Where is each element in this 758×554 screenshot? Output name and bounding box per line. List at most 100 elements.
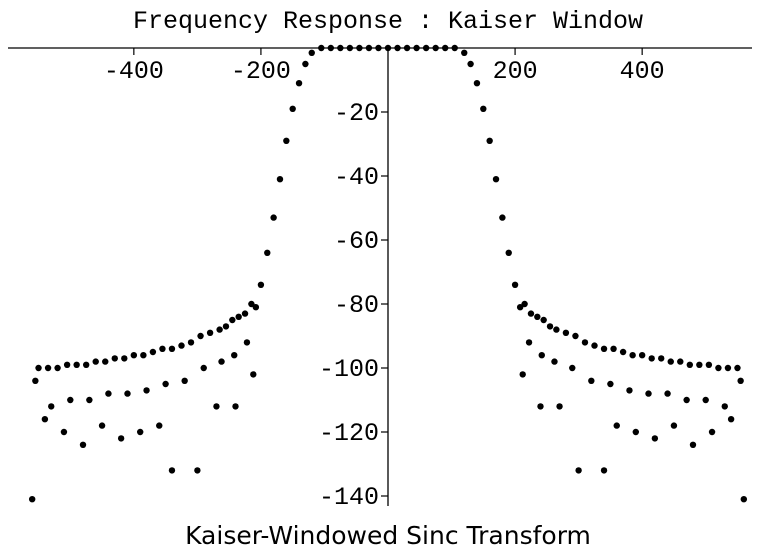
data-point (705, 361, 713, 368)
data-point (394, 44, 401, 52)
data-point (48, 403, 55, 410)
data-point (35, 364, 42, 372)
data-point (32, 377, 39, 384)
data-point (232, 403, 239, 410)
data-point (82, 361, 90, 368)
data-point (117, 435, 125, 442)
data-point (337, 44, 344, 52)
data-point (162, 380, 169, 388)
data-point (92, 358, 99, 365)
data-point (250, 371, 257, 378)
data-point (670, 422, 678, 429)
data-point (632, 428, 640, 436)
data-point (276, 176, 284, 183)
data-point (724, 364, 732, 372)
data-point (607, 380, 614, 388)
data-point (257, 281, 265, 288)
data-point (105, 390, 112, 397)
data-point (231, 352, 238, 359)
data-point (727, 416, 735, 423)
x-axis-label: Kaiser-Windowed Sinc Transform (185, 521, 591, 550)
data-point (721, 403, 728, 410)
data-point (610, 345, 617, 352)
data-point (715, 364, 722, 372)
data-point (248, 300, 255, 308)
data-point (130, 352, 138, 359)
y-tick-label: -60 (334, 227, 379, 256)
y-tick-label: -100 (319, 355, 379, 384)
data-point (527, 310, 535, 317)
data-point (222, 323, 230, 330)
data-point (308, 49, 315, 56)
data-point (102, 358, 109, 365)
data-point (289, 105, 296, 113)
data-point (708, 428, 716, 436)
data-point (519, 371, 526, 378)
data-point (667, 358, 674, 365)
data-point (683, 396, 690, 404)
data-point (562, 329, 570, 336)
data-point (159, 345, 166, 352)
data-point (629, 352, 636, 359)
data-point (516, 304, 524, 311)
data-point (525, 339, 533, 346)
data-point (645, 390, 652, 397)
data-point (521, 300, 528, 308)
data-point (60, 428, 68, 436)
data-point (499, 214, 506, 221)
x-tick-label: 200 (493, 57, 538, 86)
data-point (651, 435, 659, 442)
data-point (740, 496, 748, 503)
data-point (696, 361, 703, 368)
data-point (121, 355, 128, 362)
data-point (216, 326, 223, 333)
data-point (461, 49, 468, 56)
data-point (626, 387, 633, 394)
data-point (229, 316, 236, 324)
x-tick-label: -400 (104, 57, 164, 86)
data-point (79, 441, 87, 448)
data-point (575, 467, 582, 474)
data-point (734, 364, 741, 372)
data-point (124, 390, 131, 397)
data-point (41, 416, 49, 423)
data-point (600, 345, 608, 352)
data-point (689, 441, 697, 448)
data-point (702, 396, 709, 404)
data-point (156, 422, 163, 429)
data-point (365, 44, 373, 52)
data-point (143, 387, 150, 394)
data-point (546, 323, 554, 330)
data-point (537, 403, 544, 410)
data-point (422, 44, 430, 52)
data-point (346, 44, 354, 52)
data-point (511, 281, 519, 288)
data-point (480, 105, 487, 113)
data-point (194, 467, 201, 474)
data-point (551, 358, 558, 365)
x-tick-label: -200 (231, 57, 291, 86)
data-point (252, 304, 260, 311)
x-tick-label: 400 (620, 57, 665, 86)
y-tick-label: -80 (334, 291, 379, 320)
data-point (403, 44, 411, 52)
data-point (318, 44, 325, 52)
data-point (270, 214, 277, 221)
data-point (467, 60, 474, 68)
data-point (619, 348, 627, 356)
data-point (243, 339, 251, 346)
data-point (235, 313, 242, 320)
data-point (149, 348, 157, 356)
data-point (264, 249, 271, 256)
data-point (486, 137, 493, 144)
data-point (569, 364, 576, 372)
data-point (218, 358, 225, 365)
data-point (63, 361, 71, 368)
data-point (572, 332, 579, 340)
data-point (73, 361, 80, 368)
chart-title: Frequency Response : Kaiser Window (133, 7, 643, 36)
data-point (98, 422, 106, 429)
data-point (432, 44, 439, 52)
data-point (356, 44, 363, 52)
